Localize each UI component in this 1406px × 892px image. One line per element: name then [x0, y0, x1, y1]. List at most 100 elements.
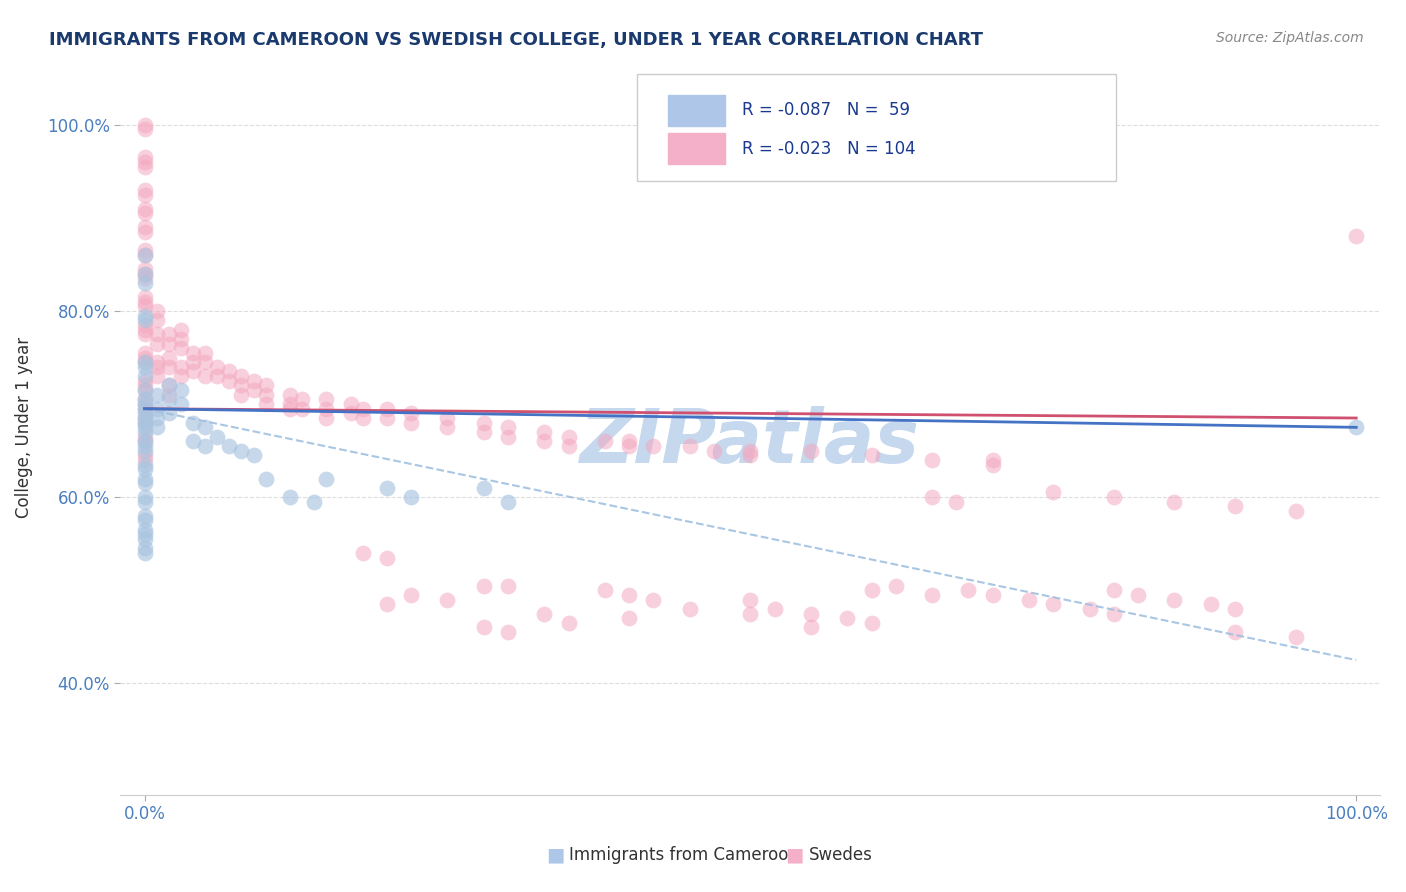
Point — [472, 425, 495, 439]
Point — [740, 448, 762, 462]
Point — [679, 602, 702, 616]
Point — [134, 462, 156, 476]
Point — [800, 620, 823, 634]
Point — [921, 490, 943, 504]
Point — [145, 388, 167, 402]
Point — [207, 430, 229, 444]
Point — [981, 458, 1004, 472]
Point — [291, 401, 314, 416]
Point — [254, 397, 277, 411]
Point — [352, 411, 374, 425]
Point — [254, 471, 277, 485]
Point — [1102, 583, 1125, 598]
Point — [352, 401, 374, 416]
Point — [134, 448, 156, 462]
Point — [740, 592, 762, 607]
Point — [134, 513, 156, 527]
Point — [194, 369, 217, 384]
Point — [157, 378, 180, 392]
Point — [740, 443, 762, 458]
Point — [278, 397, 301, 411]
Point — [134, 378, 156, 392]
Point — [134, 374, 156, 388]
Point — [254, 388, 277, 402]
Point — [134, 430, 156, 444]
Point — [399, 406, 422, 420]
Point — [837, 611, 859, 625]
Point — [679, 439, 702, 453]
Point — [1346, 229, 1368, 244]
Point — [134, 267, 156, 281]
Point — [375, 411, 398, 425]
Point — [472, 481, 495, 495]
Point — [134, 225, 156, 239]
Point — [472, 416, 495, 430]
Point — [800, 443, 823, 458]
Text: Source: ZipAtlas.com: Source: ZipAtlas.com — [1216, 31, 1364, 45]
Point — [170, 359, 193, 374]
Point — [134, 183, 156, 197]
Point — [181, 416, 204, 430]
Point — [1223, 625, 1246, 640]
Text: ZIPatlas: ZIPatlas — [581, 406, 921, 478]
Point — [134, 244, 156, 258]
Point — [231, 388, 253, 402]
Point — [557, 439, 579, 453]
Point — [339, 406, 361, 420]
Point — [170, 322, 193, 336]
Point — [1223, 602, 1246, 616]
Point — [194, 355, 217, 369]
Point — [145, 327, 167, 342]
Point — [375, 597, 398, 611]
Point — [436, 592, 458, 607]
Point — [170, 369, 193, 384]
Point — [134, 318, 156, 332]
Point — [134, 443, 156, 458]
Point — [302, 495, 325, 509]
Point — [157, 378, 180, 392]
Point — [181, 355, 204, 369]
Point — [134, 351, 156, 365]
Point — [145, 359, 167, 374]
Point — [134, 271, 156, 285]
Point — [145, 304, 167, 318]
Point — [134, 471, 156, 485]
Point — [533, 434, 555, 449]
Point — [436, 420, 458, 434]
Point — [399, 416, 422, 430]
Point — [399, 490, 422, 504]
Point — [231, 369, 253, 384]
Text: Immigrants from Cameroon: Immigrants from Cameroon — [569, 846, 799, 863]
Point — [181, 434, 204, 449]
Point — [278, 388, 301, 402]
Point — [134, 369, 156, 384]
Point — [134, 262, 156, 277]
Point — [134, 420, 156, 434]
Point — [134, 416, 156, 430]
Point — [278, 490, 301, 504]
Point — [703, 443, 725, 458]
Point — [134, 495, 156, 509]
Point — [194, 439, 217, 453]
Point — [181, 346, 204, 360]
Point — [218, 374, 240, 388]
Text: Swedes: Swedes — [808, 846, 872, 863]
Point — [800, 607, 823, 621]
Point — [1223, 500, 1246, 514]
Point — [194, 346, 217, 360]
Point — [1102, 490, 1125, 504]
Point — [533, 425, 555, 439]
Point — [763, 602, 786, 616]
Point — [921, 588, 943, 602]
Point — [134, 206, 156, 220]
FancyBboxPatch shape — [637, 74, 1116, 181]
Point — [1163, 495, 1185, 509]
Point — [134, 416, 156, 430]
Point — [134, 346, 156, 360]
Point — [860, 615, 883, 630]
Point — [134, 309, 156, 323]
Point — [157, 359, 180, 374]
Point — [375, 550, 398, 565]
Point — [231, 443, 253, 458]
Point — [134, 476, 156, 491]
